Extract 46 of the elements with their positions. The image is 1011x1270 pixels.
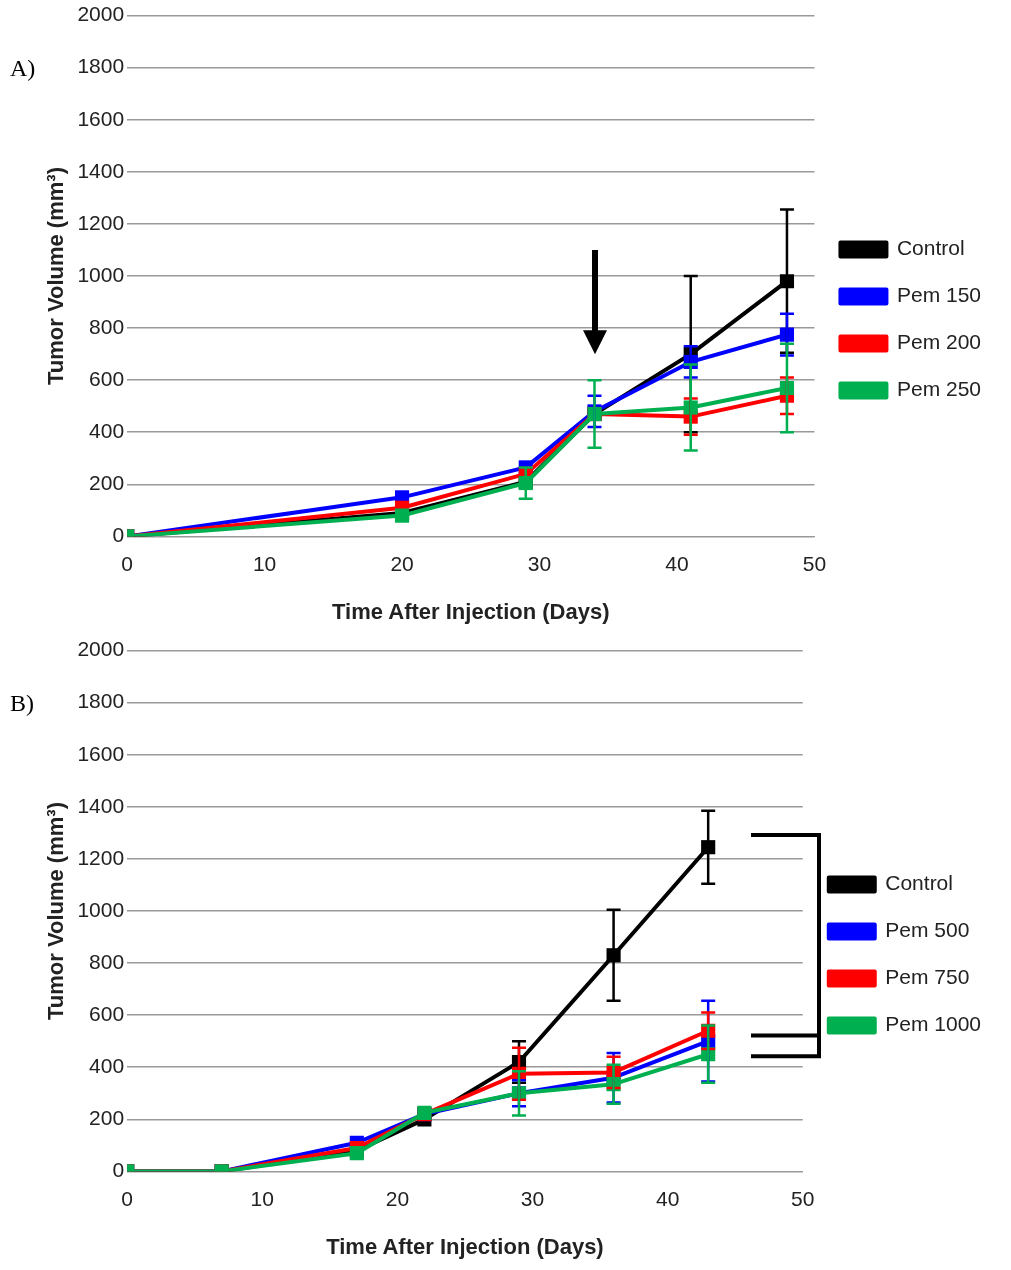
- y-tick-label: 2000: [77, 2, 125, 26]
- y-axis-title: Tumor Volume (mm³): [43, 802, 69, 1020]
- y-tick-label: 1800: [77, 54, 125, 78]
- x-tick-label: 50: [791, 1186, 815, 1210]
- y-tick-label: 1800: [77, 689, 125, 713]
- x-tick-label: 30: [520, 1186, 545, 1210]
- x-tick-label: 20: [385, 1186, 410, 1210]
- y-tick-label: 200: [89, 471, 125, 495]
- x-tick-label: 40: [655, 1186, 680, 1210]
- y-tick-label: 1200: [77, 845, 125, 869]
- legend-label: Pem 500: [885, 918, 970, 942]
- y-tick-label: 1400: [77, 793, 125, 817]
- text: B): [10, 690, 34, 717]
- x-tick-label: 10: [250, 1186, 274, 1210]
- x-axis-title: Time After Injection (Days): [326, 1233, 604, 1259]
- legend-label: Pem 1000: [885, 1012, 981, 1036]
- x-axis-title: Time After Injection (Days): [332, 598, 610, 624]
- legend-label: Control: [896, 236, 965, 260]
- y-tick-label: 800: [89, 949, 125, 973]
- y-tick-label: 600: [89, 1001, 125, 1025]
- y-tick-label: 0: [112, 523, 125, 547]
- y-tick-label: 800: [89, 314, 125, 338]
- x-tick-label: 40: [665, 551, 689, 575]
- text: A): [10, 55, 36, 82]
- x-tick-label: 20: [390, 551, 414, 575]
- y-tick-label: 0: [112, 1158, 125, 1182]
- legend-label: Pem 750: [885, 965, 970, 989]
- x-tick-label: 50: [802, 551, 827, 575]
- y-tick-label: 2000: [77, 637, 125, 661]
- y-tick-label: 400: [89, 419, 125, 443]
- legend-label: Pem 250: [896, 377, 982, 401]
- y-tick-label: 400: [89, 1054, 125, 1078]
- y-tick-label: 600: [89, 366, 125, 390]
- y-tick-label: 200: [89, 1106, 125, 1130]
- y-tick-label: 1600: [77, 741, 125, 765]
- y-axis-title: Tumor Volume (mm³): [43, 167, 69, 385]
- y-tick-label: 1400: [77, 158, 125, 182]
- y-tick-label: 1200: [77, 210, 125, 234]
- x-tick-label: 30: [527, 551, 552, 575]
- y-tick-label: 1000: [77, 262, 125, 286]
- x-tick-label: 10: [252, 551, 277, 575]
- legend-label: Control: [885, 871, 953, 895]
- legend-label: Pem 150: [896, 283, 982, 307]
- y-tick-label: 1600: [77, 106, 125, 130]
- y-tick-label: 1000: [77, 897, 125, 921]
- legend-label: Pem 200: [896, 330, 982, 354]
